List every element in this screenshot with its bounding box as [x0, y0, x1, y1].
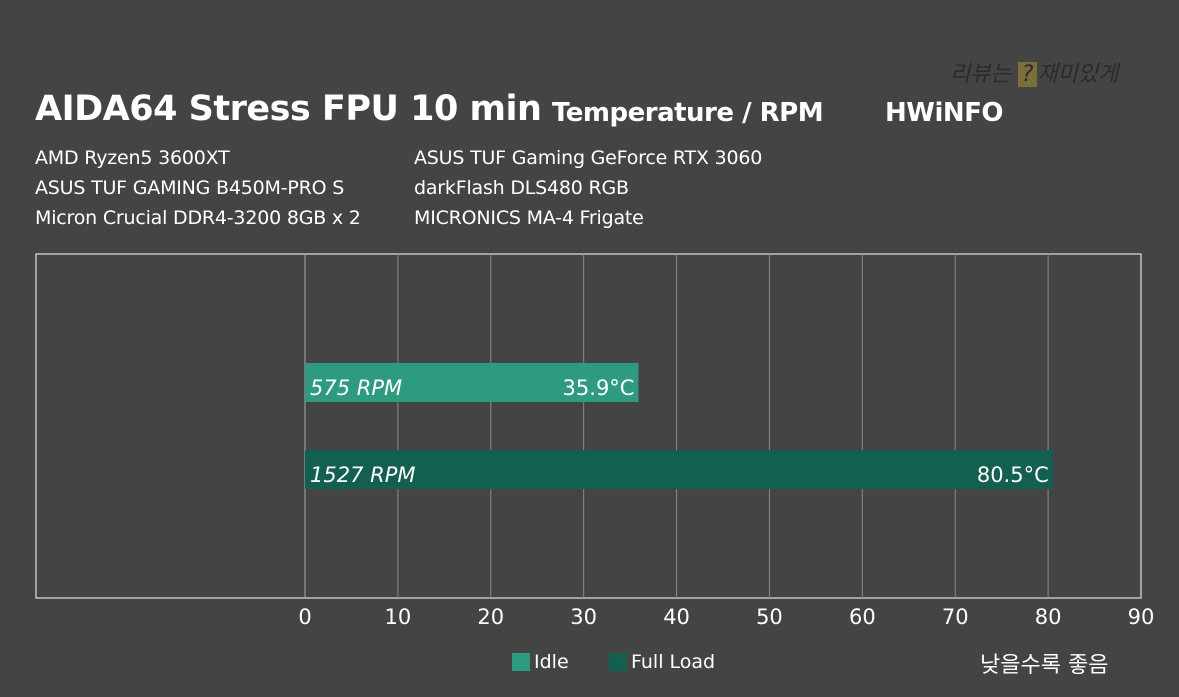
- bar-value-label-idle: 35.9°C: [563, 376, 635, 400]
- x-tick-label-20: 20: [477, 605, 504, 629]
- legend-label-full-load: Full Load: [631, 651, 716, 673]
- x-tick-label-80: 80: [1035, 605, 1062, 629]
- legend-swatch-full-load: [609, 653, 627, 671]
- spec-motherboard: ASUS TUF GAMING B450M-PRO S: [35, 177, 345, 199]
- watermark-right: 재미있게: [1037, 62, 1119, 87]
- watermark: 리뷰는 ? 재미있게: [950, 56, 1118, 88]
- x-tick-label-70: 70: [942, 605, 969, 629]
- legend-label-idle: Idle: [534, 651, 569, 673]
- chart-subtitle: Temperature / RPM: [552, 98, 824, 128]
- plot-frame: [35, 253, 1142, 599]
- tool-name: HWiNFO: [885, 98, 1003, 128]
- watermark-mark: ?: [1017, 62, 1038, 87]
- x-tick-label-10: 10: [385, 605, 412, 629]
- spec-case: darkFlash DLS480 RGB: [414, 177, 629, 199]
- x-tick-label-50: 50: [756, 605, 783, 629]
- legend-item-full-load: Full Load: [609, 651, 715, 673]
- x-tick-label-90: 90: [1128, 605, 1155, 629]
- legend-item-idle: Idle: [512, 651, 569, 673]
- bar-idle: [305, 363, 639, 402]
- legend-swatch-idle: [512, 653, 530, 671]
- spec-cpu: AMD Ryzen5 3600XT: [35, 147, 230, 169]
- x-tick-label-60: 60: [849, 605, 876, 629]
- spec-memory: Micron Crucial DDR4-3200 8GB x 2: [35, 207, 361, 229]
- spec-cooler: MICRONICS MA-4 Frigate: [414, 207, 644, 229]
- bar-rpm-label-full-load: 1527 RPM: [310, 463, 416, 487]
- x-tick-label-40: 40: [663, 605, 690, 629]
- bar-full-load: [305, 450, 1053, 489]
- x-tick-label-30: 30: [570, 605, 597, 629]
- footer-note: 낮을수록 좋음: [980, 653, 1109, 678]
- x-tick-label-0: 0: [298, 605, 311, 629]
- chart-title: AIDA64 Stress FPU 10 min: [35, 89, 542, 129]
- bar-rpm-label-idle: 575 RPM: [310, 376, 402, 400]
- bar-value-label-full-load: 80.5°C: [977, 463, 1049, 487]
- watermark-left: 리뷰는: [950, 62, 1011, 87]
- spec-gpu: ASUS TUF Gaming GeForce RTX 3060: [414, 147, 763, 169]
